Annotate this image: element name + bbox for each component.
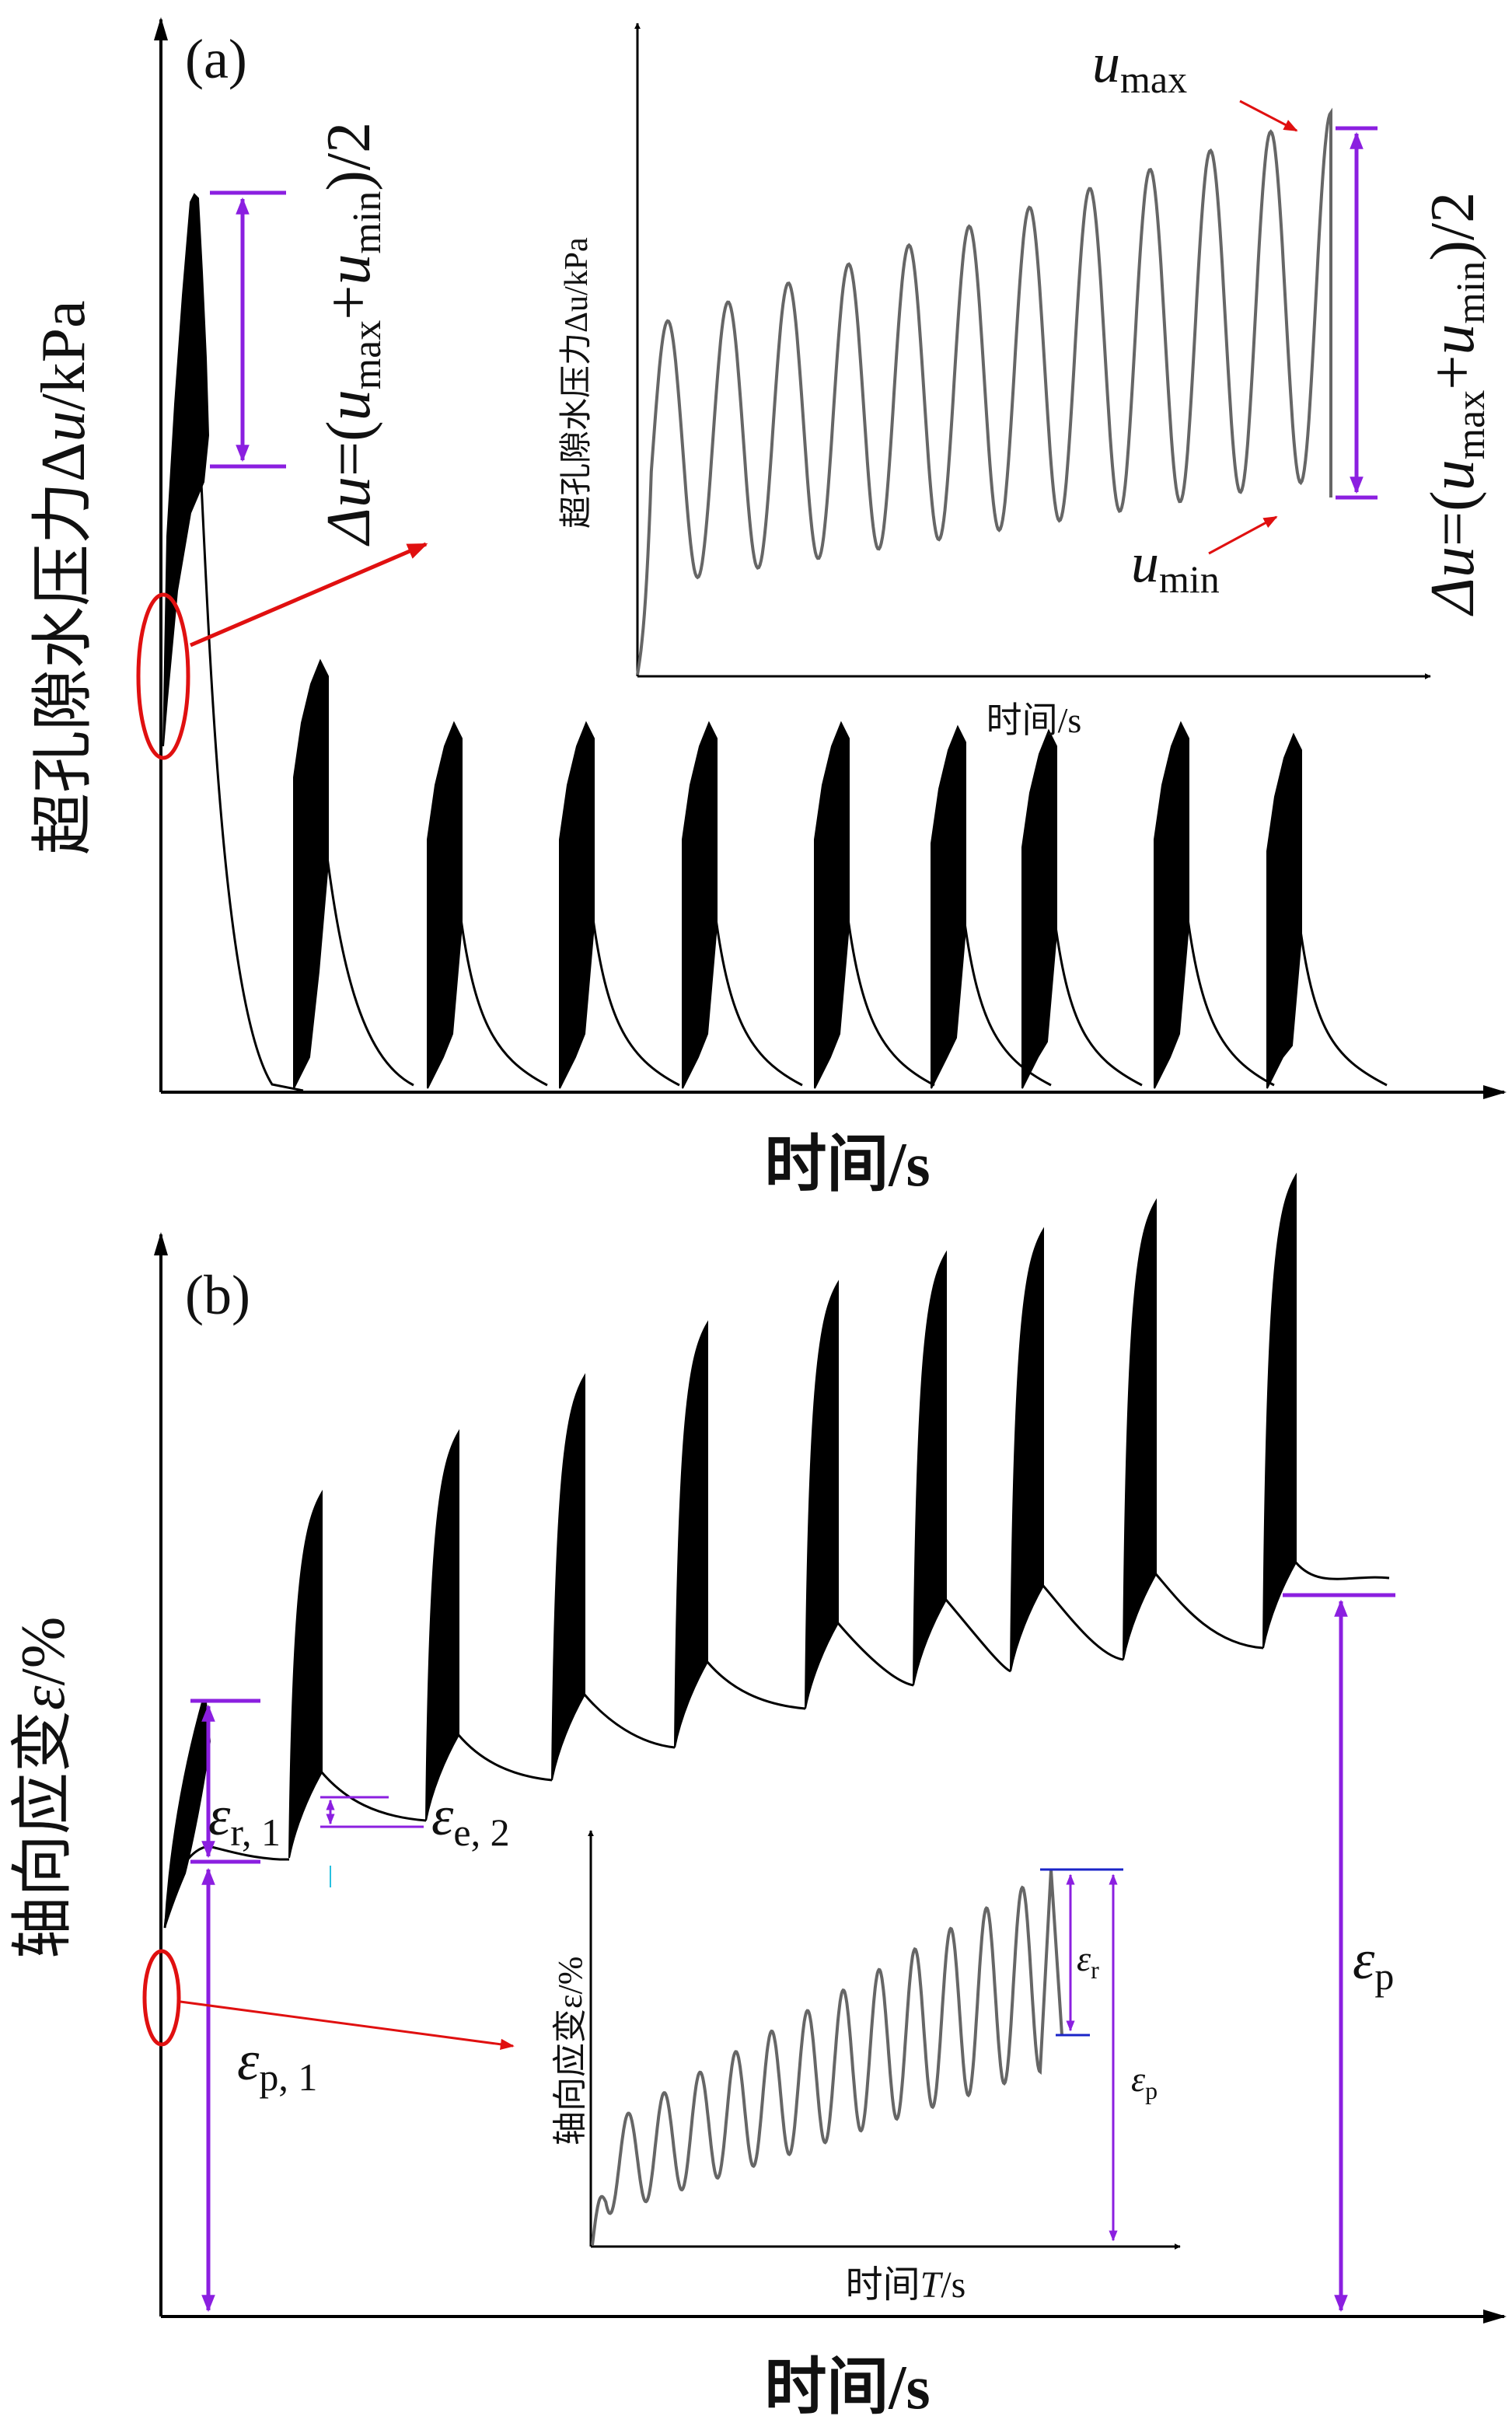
panel-a-dissipation-tail <box>457 901 548 1087</box>
inset-b-eps-p-label: εp <box>1131 2059 1158 2104</box>
panel-b-cycle-block <box>1123 1198 1157 1660</box>
panel-a-label: (a) <box>185 28 247 90</box>
panel-b-cycle-blocks <box>288 1172 1390 1859</box>
inset-a-umax-label: umax <box>1092 32 1187 101</box>
panel-a-y-axis-label: 超孔隙水压力Δu/kPa <box>30 300 98 855</box>
panel-b-zoom-arrow <box>180 2000 515 2050</box>
inset-a-x-axis-label: 时间/s <box>986 700 1082 740</box>
inset-a-pore-pressure-wave <box>636 107 1332 676</box>
panel-a-cycle-block <box>931 724 966 1089</box>
panel-a-zoom-ellipse <box>136 592 190 760</box>
panel-a-dissipation-tail <box>961 905 1052 1087</box>
panel-b-cycle-block <box>288 1489 323 1859</box>
panel-b-cycle-block <box>1010 1227 1044 1672</box>
panel-a-dissipation-curve-1 <box>199 466 304 1092</box>
panel-b: (b) 轴向应变ε/% 时间/s εr, 1 εe, 2 εp, 1 εp <box>9 1172 1507 2416</box>
panel-b-creep-curve <box>1294 1562 1390 1580</box>
panel-a-dissipation-tail <box>1052 909 1143 1087</box>
inset-b-eps-r-label: εr <box>1077 1939 1099 1984</box>
panel-a-dissipation-tail <box>1184 901 1275 1087</box>
panel-b-cycle-block <box>551 1373 585 1781</box>
panel-a-dissipation-tail <box>589 901 680 1087</box>
panel-b-creep-curve <box>706 1661 806 1710</box>
panel-b-creep-curve <box>583 1694 676 1749</box>
panel-a-cycle-block-1 <box>162 193 210 747</box>
inset-b-x-axis-label: 时间T/s <box>846 2264 966 2306</box>
panel-b-y-axis-label: 轴向应变ε/% <box>9 1617 78 1959</box>
panel-b-inset: 轴向应变ε/% 时间T/s εr εp <box>551 1830 1181 2306</box>
panel-a-dissipation-tail <box>712 901 803 1087</box>
eps-e2-label: εe, 2 <box>431 1785 510 1854</box>
panel-a-cycle-block <box>814 721 850 1089</box>
eps-p1-label: εp, 1 <box>237 2030 317 2099</box>
inset-a-umin-label: umin <box>1131 532 1220 601</box>
panel-b-x-axis-label: 时间/s <box>764 2354 930 2416</box>
panel-a-cycle-block <box>1154 721 1189 1089</box>
panel-b-cycle-block <box>805 1280 839 1709</box>
panel-a-cycle-block <box>293 658 329 1089</box>
panel-a-inset: 超孔隙水压力Δu/kPa 时间/s umax umin Δu=(umax+umi… <box>559 23 1493 740</box>
inset-a-formula: Δu=(umax+umin)/2 <box>1419 192 1493 616</box>
panel-a: (a) 超孔隙水压力Δu/kPa 时间/s Δu=(umax+umin)/2 超… <box>30 17 1507 1199</box>
panel-b-cycle-block <box>913 1250 947 1686</box>
inset-a-umin-pointer <box>1208 515 1278 555</box>
inset-a-y-axis-label: 超孔隙水压力Δu/kPa <box>559 237 595 529</box>
panel-a-dissipation-tail <box>323 839 414 1087</box>
panel-b-creep-curve <box>1154 1573 1264 1650</box>
eps-p-label: εp <box>1353 1929 1394 1998</box>
eps-r1-label: εr, 1 <box>208 1785 281 1854</box>
panel-b-label: (b) <box>185 1264 250 1326</box>
panel-a-cycle-blocks <box>293 658 1388 1089</box>
panel-b-cycle-block <box>425 1429 459 1821</box>
panel-b-zoom-ellipse <box>142 1949 181 2047</box>
inset-b-strain-wave <box>591 1869 1063 2246</box>
panel-a-dissipation-tail <box>844 901 935 1087</box>
panel-b-cycle-block <box>674 1320 708 1748</box>
panel-a-x-axis-label: 时间/s <box>764 1131 930 1199</box>
panel-a-zoom-arrow <box>190 542 428 648</box>
inset-a-umax-pointer <box>1239 100 1298 132</box>
inset-b-y-axis-label: 轴向应变ε/% <box>551 1957 589 2145</box>
panel-a-dissipation-tail <box>1297 913 1388 1087</box>
panel-b-creep-curve <box>1042 1585 1124 1661</box>
panel-a-cycle-block <box>1266 732 1302 1089</box>
panel-b-cycle-block <box>1262 1172 1297 1649</box>
panel-a-cycle-block <box>427 721 463 1089</box>
panel-b-creep-curve <box>945 1599 1011 1673</box>
panel-b-creep-curve <box>836 1622 914 1687</box>
panel-b-creep-curve <box>320 1772 427 1822</box>
panel-a-cycle-block <box>559 721 595 1089</box>
panel-a-cycle-block <box>1021 728 1057 1089</box>
panel-a-formula: Δu=(umax+umin)/2 <box>315 122 389 546</box>
panel-a-cycle-block <box>682 721 718 1089</box>
panel-b-creep-curve <box>457 1734 553 1782</box>
